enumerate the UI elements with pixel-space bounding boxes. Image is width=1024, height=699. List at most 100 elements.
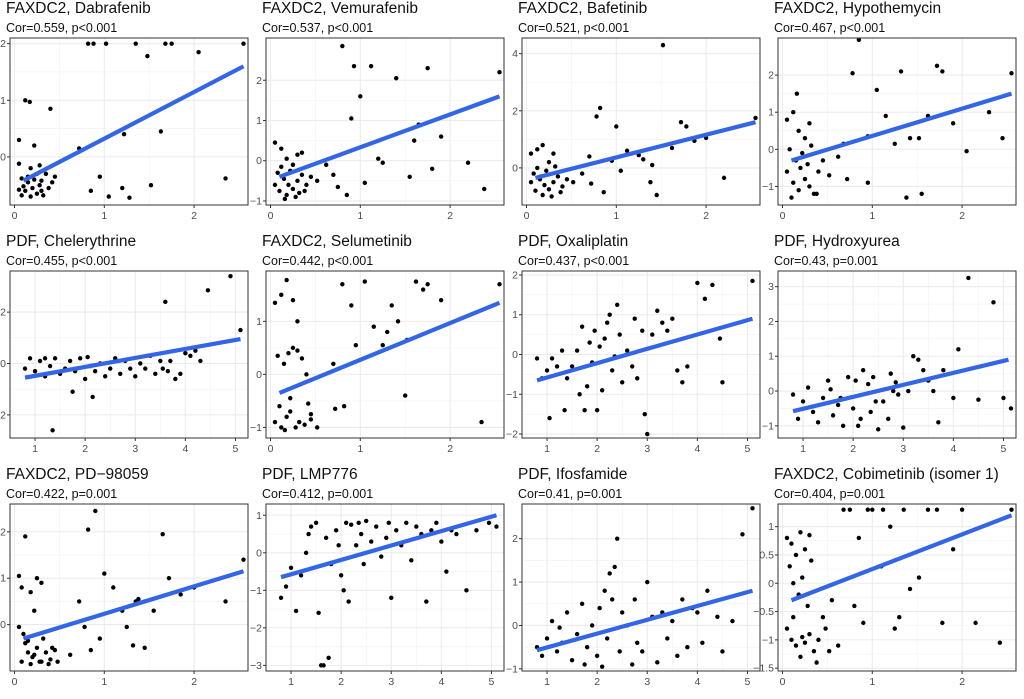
data-point xyxy=(284,277,289,283)
data-point xyxy=(272,182,278,188)
data-point xyxy=(163,299,168,305)
data-point xyxy=(425,65,430,71)
data-point xyxy=(160,366,166,371)
x-tick-label: 2 xyxy=(594,443,600,455)
x-tick-label: 5 xyxy=(233,443,239,455)
data-point xyxy=(25,638,31,644)
plot-frame xyxy=(521,270,761,439)
data-point xyxy=(589,623,595,628)
data-point xyxy=(669,145,675,151)
plot-frame xyxy=(9,270,249,439)
data-point xyxy=(615,536,620,541)
panel-title: FAXDC2, Bafetinib xyxy=(518,0,648,17)
data-point xyxy=(790,392,796,397)
data-point xyxy=(604,636,610,641)
x-tick-label: 3 xyxy=(132,443,138,455)
data-point xyxy=(791,581,796,586)
data-point xyxy=(579,601,585,606)
data-point xyxy=(602,336,607,341)
data-point xyxy=(880,507,886,512)
data-point xyxy=(371,324,376,329)
x-tick-label: 3 xyxy=(900,443,906,455)
data-point xyxy=(720,380,725,385)
data-point xyxy=(594,114,599,119)
data-point xyxy=(614,124,619,129)
data-point xyxy=(374,524,379,529)
data-point xyxy=(620,610,625,615)
x-tick-label: 2 xyxy=(959,676,965,688)
data-point xyxy=(684,124,689,129)
data-point xyxy=(106,194,111,199)
data-point xyxy=(1001,395,1006,401)
data-point xyxy=(811,648,817,654)
data-point xyxy=(275,353,280,359)
data-point xyxy=(277,188,282,194)
data-point xyxy=(19,585,24,590)
panel-subtitle: Cor=0.559, p<0.001 xyxy=(6,21,118,35)
data-point xyxy=(549,194,554,199)
data-point xyxy=(178,371,183,376)
y-tick-label: −2 xyxy=(0,409,6,421)
scatter-panel: FAXDC2, Cobimetinib (isomer 1) Cor=0.404,… xyxy=(753,466,1024,699)
data-point xyxy=(223,176,228,181)
y-tick-label: 1 xyxy=(768,107,774,119)
data-point xyxy=(16,624,22,630)
data-point xyxy=(715,614,720,619)
data-point xyxy=(825,378,831,383)
data-point xyxy=(936,420,941,425)
data-point xyxy=(30,185,35,191)
x-tick-label: 2 xyxy=(82,443,88,455)
data-point xyxy=(303,550,309,555)
x-tick-label: 2 xyxy=(594,676,600,688)
data-point xyxy=(807,532,812,538)
data-point xyxy=(820,395,826,401)
data-point xyxy=(680,597,685,602)
data-point xyxy=(635,640,640,646)
data-point xyxy=(279,425,284,430)
data-point xyxy=(343,520,349,525)
data-point xyxy=(807,184,812,189)
data-point xyxy=(299,150,305,155)
data-point xyxy=(341,403,347,409)
data-point xyxy=(403,393,408,398)
data-point xyxy=(48,657,53,662)
scatter-plot: 0 1 2 −1 0 1 2 xyxy=(250,37,505,222)
data-point xyxy=(753,115,758,121)
data-point xyxy=(617,649,622,654)
data-point xyxy=(37,358,43,364)
data-point xyxy=(130,643,136,648)
data-point xyxy=(168,358,173,364)
data-point xyxy=(730,618,735,624)
data-point xyxy=(640,328,645,333)
data-point xyxy=(158,358,163,364)
data-point xyxy=(632,597,637,602)
data-point xyxy=(286,350,291,356)
data-point xyxy=(166,576,172,581)
data-point xyxy=(19,176,24,181)
panel-title: PDF, Chelerythrine xyxy=(6,233,137,250)
data-point xyxy=(28,166,33,171)
data-point xyxy=(881,399,886,404)
data-point xyxy=(660,320,665,325)
data-point xyxy=(34,645,40,651)
regression-line xyxy=(790,91,1013,163)
x-tick-label: 0 xyxy=(268,210,274,222)
data-point xyxy=(389,303,394,308)
data-point xyxy=(587,154,592,159)
y-tick-label: 0 xyxy=(0,619,6,631)
x-tick-label: 2 xyxy=(703,210,709,222)
x-tick-label: 5 xyxy=(745,443,751,455)
data-point xyxy=(143,366,148,371)
data-point xyxy=(685,364,690,369)
data-point xyxy=(444,569,449,574)
data-point xyxy=(290,162,296,167)
data-point xyxy=(798,165,803,171)
data-point xyxy=(582,407,587,413)
data-point xyxy=(121,132,127,137)
data-point xyxy=(655,308,660,313)
data-point xyxy=(178,592,183,597)
data-point xyxy=(97,636,103,641)
data-point xyxy=(888,371,893,376)
data-point xyxy=(313,520,319,525)
data-point xyxy=(283,584,289,589)
